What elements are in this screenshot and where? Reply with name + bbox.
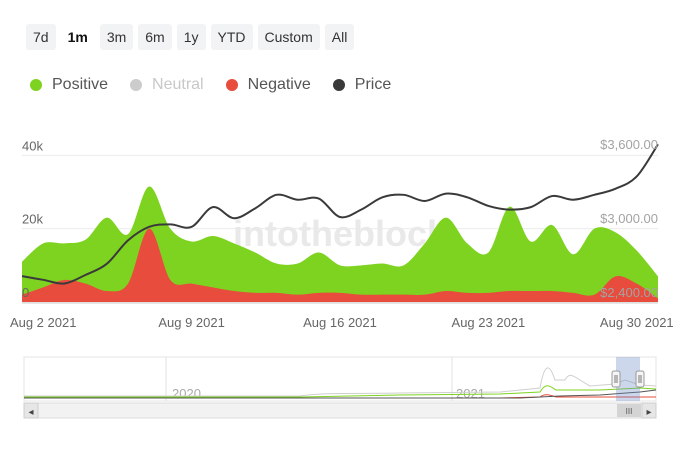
legend-label: Positive: [52, 76, 109, 93]
legend: Positive Neutral Negative Price: [30, 76, 391, 94]
watermark: intotheblock: [233, 213, 448, 254]
x-tick: Aug 9 2021: [158, 315, 225, 330]
y-tick-right: $2,400.00: [600, 285, 658, 300]
navigator-year-label: 2021: [456, 386, 485, 401]
line-price: [21, 143, 659, 285]
x-tick: Aug 2 2021: [10, 315, 77, 330]
range-button-6m[interactable]: 6m: [138, 24, 172, 50]
legend-item-neutral[interactable]: Neutral: [130, 76, 204, 94]
legend-label: Neutral: [152, 76, 204, 93]
scroll-grip-icon: III: [626, 407, 633, 416]
mini-line-neutral: [24, 367, 657, 397]
y-tick-right: $3,000.00: [600, 211, 658, 226]
legend-item-positive[interactable]: Positive: [30, 76, 108, 94]
axes: 0 20k 40k $2,400.00 $3,000.00 $3,600.00 Aug 2 …: [10, 137, 674, 330]
legend-dot-icon: [332, 79, 345, 91]
mini-line-positive: [24, 385, 657, 398]
navigator-year-label: 2020: [172, 386, 201, 401]
legend-item-negative[interactable]: Negative: [225, 76, 311, 94]
area-negative: [22, 228, 658, 302]
range-button-3m[interactable]: 3m: [99, 24, 134, 50]
chevron-right-icon: ▸: [646, 407, 651, 418]
area-positive: [22, 186, 658, 302]
chevron-left-icon: ◂: [28, 407, 33, 418]
navigator-handle[interactable]: [635, 370, 645, 388]
scrollbar-thumb[interactable]: [617, 404, 641, 417]
scroll-right-button[interactable]: [641, 402, 657, 419]
navigator-frame: [23, 356, 657, 402]
range-button-all[interactable]: All: [324, 24, 355, 50]
range-selector: 7d 1m 3m 6m 1y YTD Custom All: [26, 24, 355, 50]
x-tick: Aug 16 2021: [303, 315, 377, 330]
legend-dot-icon: [130, 79, 143, 91]
navigator[interactable]: 2020 2021 ◂ ▸ III: [23, 356, 657, 419]
scrollbar-track[interactable]: [23, 402, 657, 419]
range-button-ytd[interactable]: YTD: [210, 24, 253, 50]
x-tick: Aug 30 2021: [600, 315, 674, 330]
y-tick-left: 20k: [22, 212, 43, 227]
series-areas: [21, 143, 659, 302]
y-tick-right: $3,600.00: [600, 137, 658, 152]
range-button-custom[interactable]: Custom: [257, 24, 320, 50]
legend-label: Price: [354, 76, 392, 93]
range-button-1m[interactable]: 1m: [60, 24, 95, 50]
y-tick-left: 40k: [22, 138, 43, 153]
legend-label: Negative: [247, 76, 311, 93]
legend-dot-icon: [225, 79, 238, 91]
y-tick-left: 0: [22, 285, 29, 300]
scroll-left-button[interactable]: [23, 402, 39, 419]
mini-line-price: [24, 389, 657, 399]
navigator-handle[interactable]: [611, 370, 621, 388]
range-button-7d[interactable]: 7d: [26, 24, 56, 50]
legend-dot-icon: [30, 79, 42, 91]
x-tick: Aug 23 2021: [452, 315, 526, 330]
range-button-1y[interactable]: 1y: [176, 24, 206, 50]
legend-item-price[interactable]: Price: [332, 76, 392, 94]
